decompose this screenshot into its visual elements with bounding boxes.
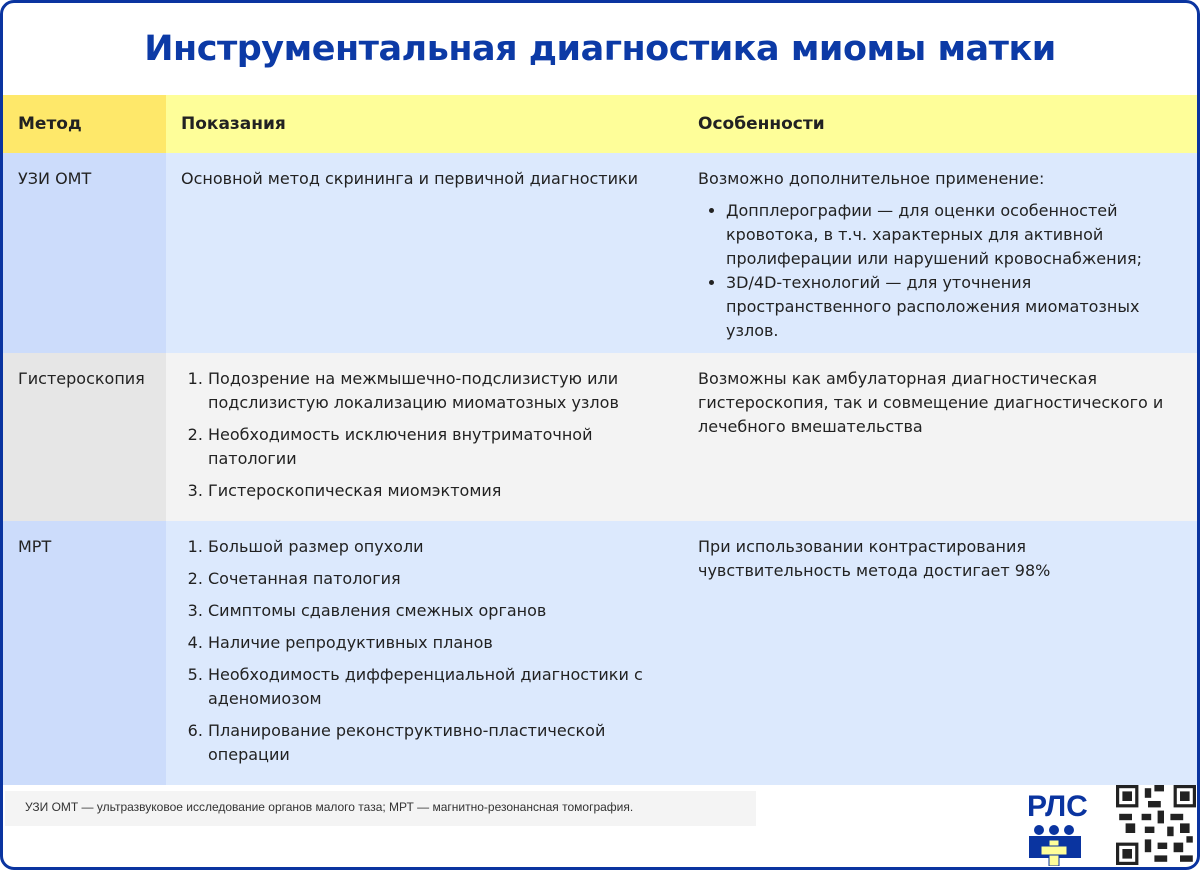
- table-row: УЗИ ОМТ Основной метод скрининга и перви…: [3, 153, 1197, 353]
- header-indications: Показания: [166, 95, 683, 153]
- list-item: Необходимость дифференциальной диагности…: [208, 663, 668, 711]
- indications-list: Подозрение на межмышечно-подслизистую ил…: [181, 367, 668, 503]
- logo-text: РЛС: [1027, 790, 1088, 823]
- indications-list: Большой размер опухоли Сочетанная патоло…: [181, 535, 668, 767]
- list-item: Симптомы сдавления смежных органов: [208, 599, 668, 623]
- method-cell: УЗИ ОМТ: [3, 153, 166, 353]
- table-row: Гистероскопия Подозрение на межмышечно-п…: [3, 353, 1197, 521]
- list-item: Гистероскопическая миомэктомия: [208, 479, 668, 503]
- features-cell: При использовании контрастирования чувст…: [683, 521, 1197, 785]
- list-item: Планирование реконструктивно-пластическо…: [208, 719, 668, 767]
- list-item: Подозрение на межмышечно-подслизистую ил…: [208, 367, 668, 415]
- diagnostics-table: Метод Показания Особенности УЗИ ОМТ Осно…: [3, 95, 1197, 785]
- features-list: Допплерографии — для оценки особенностей…: [698, 199, 1182, 343]
- method-cell: МРТ: [3, 521, 166, 785]
- features-intro: Возможно дополнительное применение:: [698, 169, 1045, 188]
- list-item: Сочетанная патология: [208, 567, 668, 591]
- features-cell: Возможно дополнительное применение: Допп…: [683, 153, 1197, 353]
- qr-code-icon: [1116, 785, 1196, 865]
- rls-logo-icon: РЛС: [1027, 790, 1088, 866]
- list-item: 3D/4D-технологий — для уточнения простра…: [726, 271, 1182, 343]
- table-header: Метод Показания Особенности: [3, 95, 1197, 153]
- header-features: Особенности: [683, 95, 1197, 153]
- list-item: Допплерографии — для оценки особенностей…: [726, 199, 1182, 271]
- indications-cell: Основной метод скрининга и первичной диа…: [166, 153, 683, 353]
- indications-cell: Большой размер опухоли Сочетанная патоло…: [166, 521, 683, 785]
- features-cell: Возможны как амбулаторная диагностическа…: [683, 353, 1197, 521]
- method-cell: Гистероскопия: [3, 353, 166, 521]
- list-item: Наличие репродуктивных планов: [208, 631, 668, 655]
- table-row: МРТ Большой размер опухоли Сочетанная па…: [3, 521, 1197, 785]
- page-title: Инструментальная диагностика миомы матки: [144, 29, 1056, 69]
- footnote: УЗИ ОМТ — ультразвуковое исследование ор…: [5, 791, 756, 826]
- list-item: Необходимость исключения внутриматочной …: [208, 423, 668, 471]
- indications-cell: Подозрение на межмышечно-подслизистую ил…: [166, 353, 683, 521]
- list-item: Большой размер опухоли: [208, 535, 668, 559]
- header-method: Метод: [3, 95, 166, 153]
